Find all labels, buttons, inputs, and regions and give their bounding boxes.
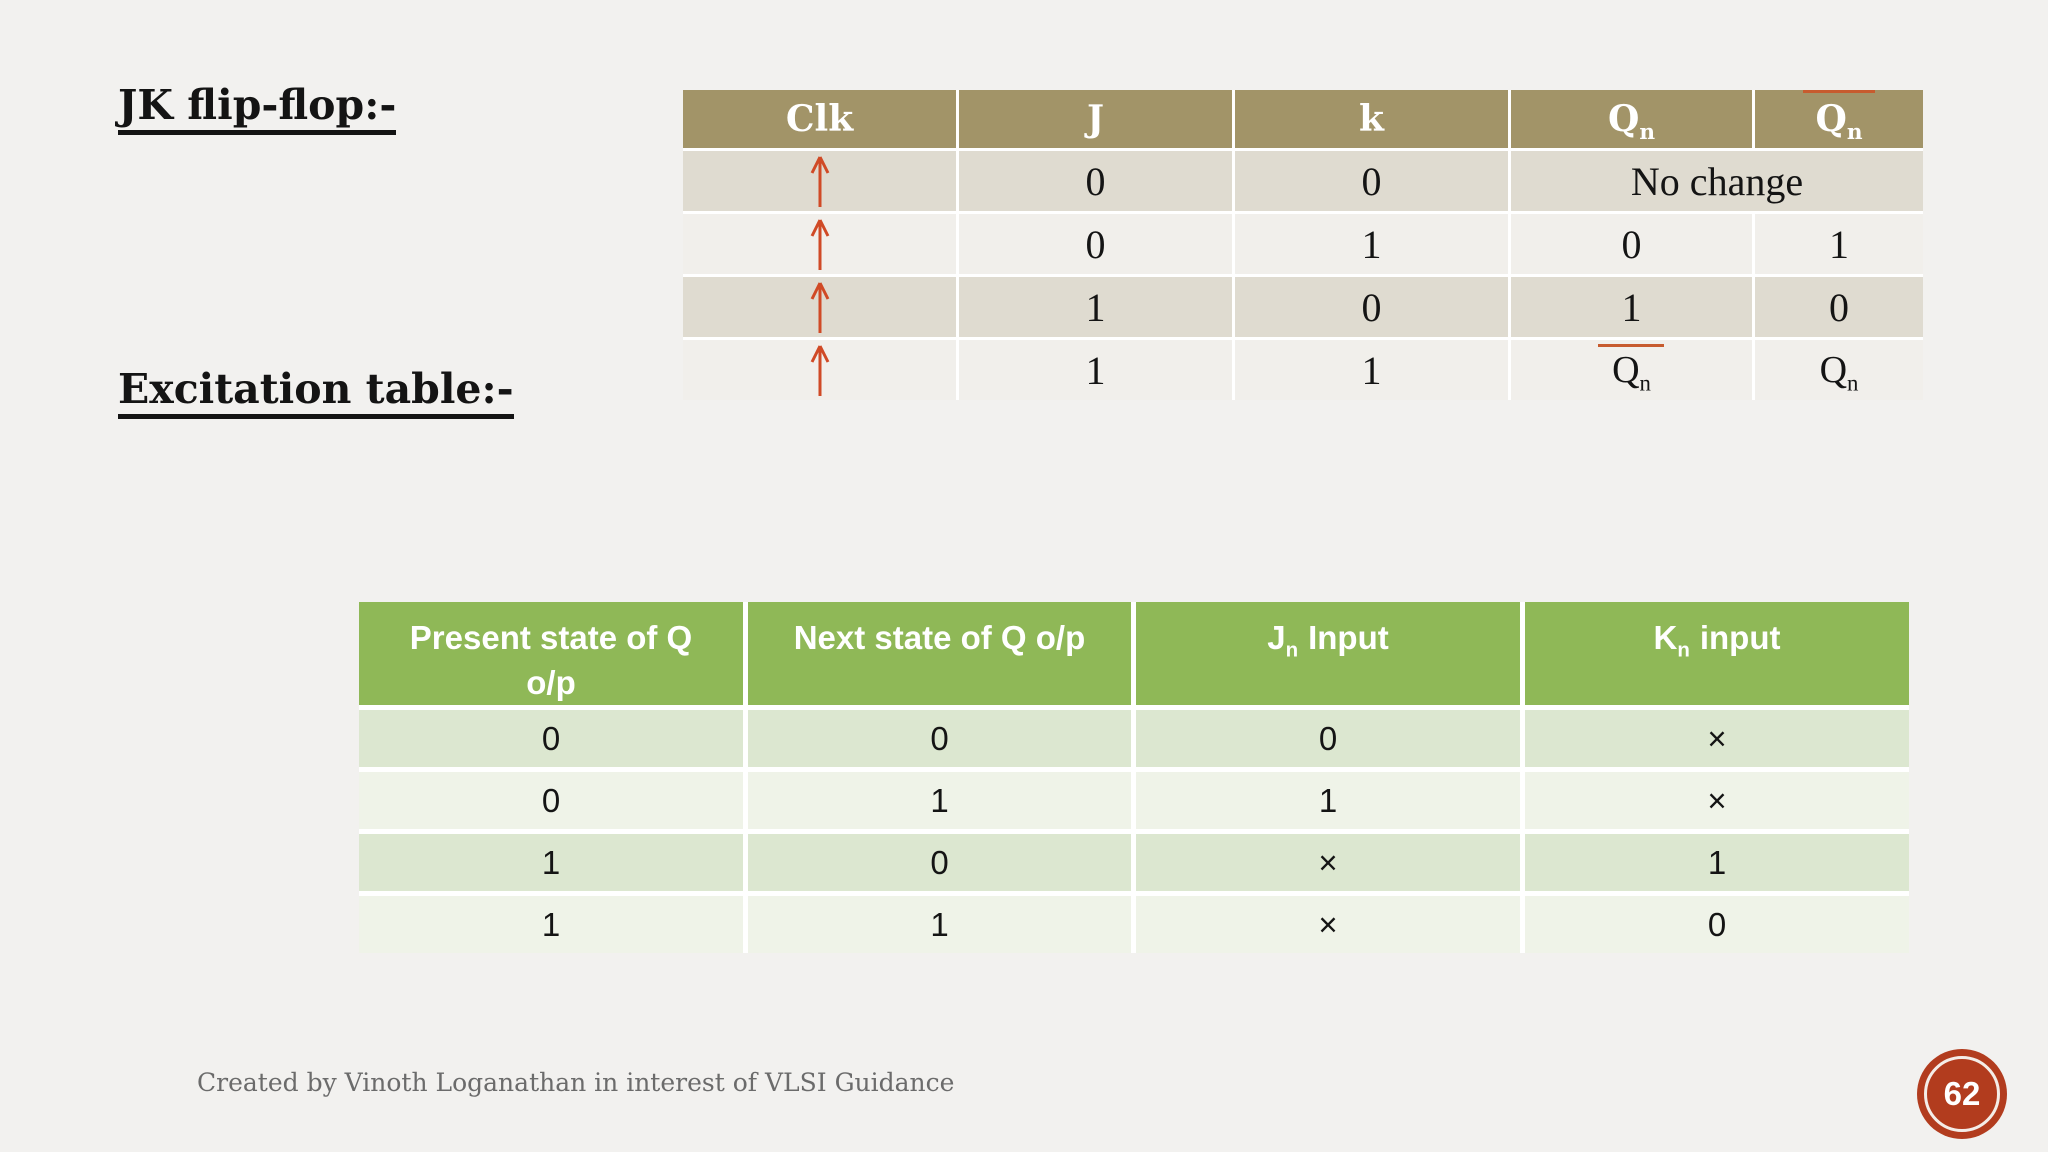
clk-cell <box>683 151 956 211</box>
table-cell: 0 <box>959 151 1232 211</box>
excitation-table: Present state of Q o/p Next state of Q o… <box>359 602 1909 953</box>
table-cell: × <box>1136 834 1520 891</box>
clk-cell <box>683 277 956 337</box>
rising-edge-arrow-icon <box>810 345 829 396</box>
table-cell: 1 <box>959 340 1232 400</box>
table-cell: 0 <box>748 834 1131 891</box>
rising-edge-arrow-icon <box>810 156 829 207</box>
qn-bar-cell: Qn <box>1511 340 1752 400</box>
qn-cell: Qn <box>1755 340 1923 400</box>
overbar-mark <box>1598 344 1665 347</box>
table-cell: 1 <box>1511 277 1752 337</box>
exc-header-kn-input: Kn input <box>1525 602 1909 705</box>
table-cell: 1 <box>1525 834 1909 891</box>
jk-truth-table: Clk J k Qn Qn 0 0 No change 0 1 0 1 1 0 … <box>683 90 1923 400</box>
rising-edge-arrow-icon <box>810 282 829 333</box>
table-cell: 0 <box>1136 710 1520 767</box>
table-cell: × <box>1525 772 1909 829</box>
table-cell: 1 <box>359 896 743 953</box>
table-cell: 0 <box>959 214 1232 274</box>
table-cell: 1 <box>359 834 743 891</box>
table-cell: 1 <box>748 896 1131 953</box>
truth-header-clk: Clk <box>683 90 956 148</box>
table-cell: 0 <box>1525 896 1909 953</box>
truth-header-k: k <box>1235 90 1508 148</box>
page-number: 62 <box>1943 1075 1981 1112</box>
table-cell: 1 <box>1755 214 1923 274</box>
table-cell: 0 <box>748 710 1131 767</box>
jk-flipflop-heading: JK flip-flop:- <box>118 81 397 136</box>
table-cell: 1 <box>1235 340 1508 400</box>
table-cell: 0 <box>1511 214 1752 274</box>
page-number-badge: 62 <box>1917 1049 2007 1139</box>
clk-cell <box>683 214 956 274</box>
table-cell: 0 <box>359 710 743 767</box>
table-cell: × <box>1525 710 1909 767</box>
truth-header-j: J <box>959 90 1232 148</box>
truth-header-qn: Qn <box>1511 90 1752 148</box>
exc-header-jn-input: Jn Input <box>1136 602 1520 705</box>
overbar-mark <box>1803 90 1875 93</box>
table-cell: 1 <box>1136 772 1520 829</box>
truth-header-qn-bar: Qn <box>1755 90 1923 148</box>
table-cell: × <box>1136 896 1520 953</box>
exc-header-next-state: Next state of Q o/p <box>748 602 1131 705</box>
table-cell: 0 <box>1235 277 1508 337</box>
table-cell: 1 <box>1235 214 1508 274</box>
no-change-cell: No change <box>1511 151 1923 211</box>
table-cell: 0 <box>1755 277 1923 337</box>
table-cell: 1 <box>748 772 1131 829</box>
excitation-table-heading: Excitation table:- <box>118 365 514 420</box>
clk-cell <box>683 340 956 400</box>
table-cell: 1 <box>959 277 1232 337</box>
table-cell: 0 <box>1235 151 1508 211</box>
rising-edge-arrow-icon <box>810 219 829 270</box>
exc-header-present-state: Present state of Q o/p <box>359 602 743 705</box>
footer-credit-text: Created by Vinoth Loganathan in interest… <box>197 1068 955 1097</box>
table-cell: 0 <box>359 772 743 829</box>
